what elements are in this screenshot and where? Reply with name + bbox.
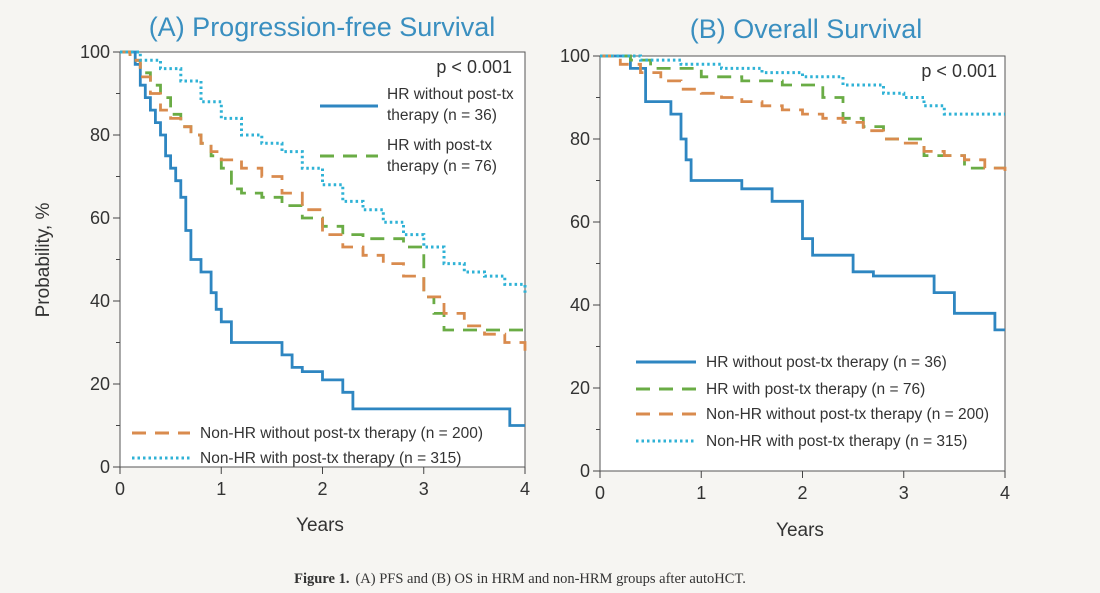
panel-b-curve-hr-with (600, 54, 1005, 170)
legend-b-label-nonhr-without: Non-HR without post-tx therapy (n = 200) (706, 406, 989, 423)
legend-label-hr-without-line1: HR without post-tx (387, 86, 514, 103)
panel-b-ytick-label: 0 (580, 461, 590, 481)
legend-label-hr-without-line2: therapy (n = 36) (387, 107, 497, 124)
panel-a-x-axis-label: Years (296, 515, 344, 536)
panel-b-title: (B) Overall Survival (690, 14, 923, 44)
panel-b-xtick-label: 3 (899, 483, 909, 503)
legend-label-nonhr-without: Non-HR without post-tx therapy (n = 200) (200, 425, 483, 442)
panel-a-ytick-label: 60 (90, 208, 110, 228)
panel-a-xtick-label: 4 (520, 479, 530, 499)
legend-b-label-nonhr-with: Non-HR with post-tx therapy (n = 315) (706, 433, 967, 450)
panel-b-xtick-label: 2 (797, 483, 807, 503)
panel-a-series (120, 50, 527, 427)
panel-a-plot-frame (119, 51, 526, 468)
figure-caption-text: (A) PFS and (B) OS in HRM and non-HRM gr… (355, 571, 745, 587)
panel-a-ytick-label: 20 (90, 374, 110, 394)
panel-a-ytick-label: 0 (100, 457, 110, 477)
panel-a-xtick-label: 2 (317, 479, 327, 499)
panel-b-xtick-label: 4 (1000, 483, 1010, 503)
panel-a-xtick-label: 3 (419, 479, 429, 499)
panel-b-ytick-label: 40 (570, 295, 590, 315)
panel-b-xtick-label: 1 (696, 483, 706, 503)
panel-b-axes: 0 20 40 60 80 100 0 1 2 3 4 (560, 46, 1010, 503)
panel-b-os: (B) Overall Survival p < 0.001 Years 020… (560, 14, 1010, 541)
panel-a-ytick-label: 80 (90, 125, 110, 145)
legend-b-label-hr-without: HR without post-tx therapy (n = 36) (706, 354, 947, 371)
legend-label-nonhr-with: Non-HR with post-tx therapy (n = 315) (200, 450, 461, 467)
panel-b-xtick-label: 0 (595, 483, 605, 503)
panel-b-x-axis-label: Years (776, 520, 824, 541)
panel-a-curve-hr-without (120, 50, 525, 427)
panel-b-curve-hr-without (600, 54, 1005, 332)
panel-a-ytick-label: 100 (80, 42, 110, 62)
panel-a-xtick-label: 0 (115, 479, 125, 499)
panel-b-ytick-label: 20 (570, 378, 590, 398)
panel-b-p-value: p < 0.001 (921, 61, 997, 81)
panel-a-ytick-label: 40 (90, 291, 110, 311)
panel-a-axes: 0 20 40 60 80 100 0 1 2 3 4 (80, 42, 530, 499)
panel-b-curve-nonhr-without (600, 54, 1007, 173)
panel-b-curve-nonhr-with (600, 54, 1005, 116)
figure-caption-label: Figure 1. (294, 571, 349, 587)
panel-b-plot-frame (599, 55, 1006, 472)
panel-a-curve-nonhr-without (120, 50, 527, 351)
legend-label-hr-with-line2: therapy (n = 76) (387, 158, 497, 175)
panel-b-legend: HR without post-tx therapy (n = 36) HR w… (636, 354, 989, 450)
panel-b-ytick-label: 60 (570, 212, 590, 232)
legend-b-label-hr-with: HR with post-tx therapy (n = 76) (706, 381, 925, 398)
figure-caption: Figure 1. (A) PFS and (B) OS in HRM and n… (294, 571, 746, 587)
panel-a-xtick-label: 1 (216, 479, 226, 499)
panel-a-pfs: (A) Progression-free Survival p < 0.001 … (33, 12, 530, 536)
panel-a-title: (A) Progression-free Survival (149, 12, 496, 42)
panel-a-p-value: p < 0.001 (436, 57, 512, 77)
panel-b-ytick-label: 80 (570, 129, 590, 149)
panel-b-ytick-label: 100 (560, 46, 590, 66)
panel-b-series (600, 54, 1007, 332)
legend-label-hr-with-line1: HR with post-tx (387, 137, 492, 154)
panel-a-legend-bottom: Non-HR without post-tx therapy (n = 200)… (132, 425, 483, 467)
panel-a-legend-top: HR without post-tx therapy (n = 36) HR w… (320, 86, 514, 175)
panel-a-y-axis-label: Probability, % (33, 203, 54, 318)
